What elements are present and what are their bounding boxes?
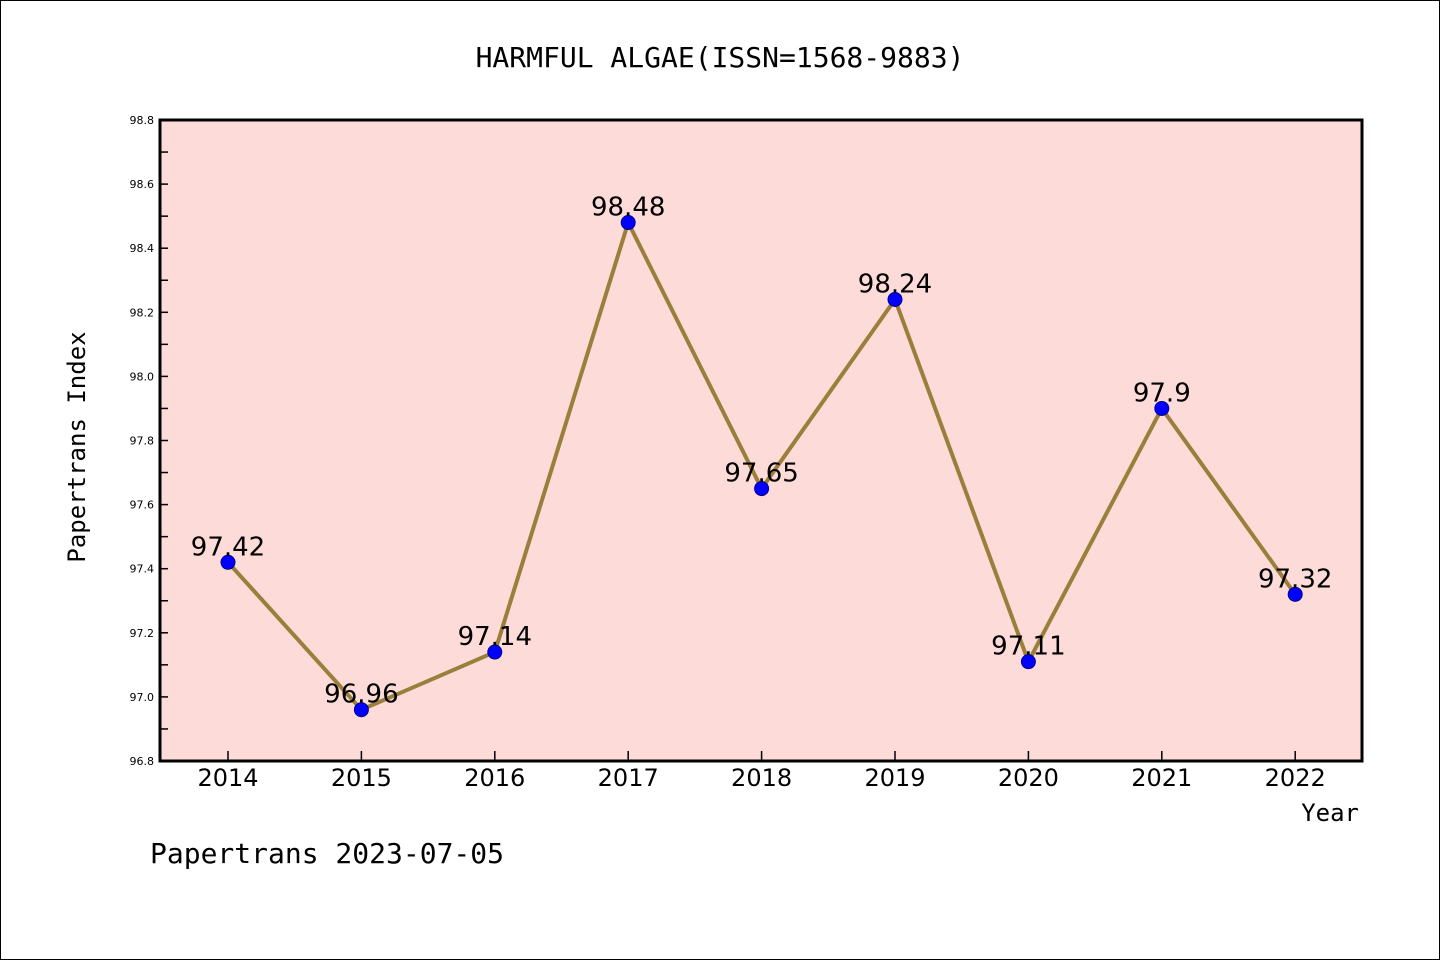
data-point [1154, 400, 1170, 416]
data-point [487, 644, 503, 660]
x-tick-label: 2017 [598, 764, 659, 792]
x-tick-label: 2018 [731, 764, 792, 792]
x-axis-ticks: 2014 2015 2016 2017 2018 2019 2020 2021 2022 [197, 751, 1326, 792]
y-tick-label: 97.8 [130, 435, 155, 448]
data-label: 97.42 [191, 532, 265, 562]
data-point [754, 481, 770, 497]
x-tick-label: 2022 [1265, 764, 1326, 792]
data-point [1287, 586, 1303, 602]
data-label: 98.24 [858, 269, 932, 299]
data-point [220, 554, 236, 570]
data-point [353, 702, 369, 718]
x-tick-label: 2021 [1131, 764, 1192, 792]
data-point [1020, 654, 1036, 670]
y-tick-label: 98.0 [130, 370, 155, 383]
y-tick-label: 98.4 [130, 242, 155, 255]
data-point [620, 215, 636, 231]
y-tick-label: 97.0 [130, 691, 155, 704]
y-axis-ticks: 96.8 97.0 97.2 97.4 97.6 97.8 98.0 98.2 98.4 98.6… [130, 114, 168, 768]
data-label: 97.14 [458, 622, 532, 652]
x-tick-label: 2020 [998, 764, 1059, 792]
data-label: 96.96 [324, 680, 398, 710]
x-axis-label: Year [1301, 799, 1359, 827]
y-tick-label: 97.6 [130, 499, 155, 512]
y-tick-label: 97.4 [130, 563, 155, 576]
data-label: 97.11 [991, 632, 1065, 662]
y-tick-label: 96.8 [130, 755, 155, 768]
plot-area [160, 120, 1362, 761]
footer-text: Papertrans 2023-07-05 [150, 837, 504, 870]
data-label: 98.48 [591, 193, 665, 223]
data-point [887, 291, 903, 307]
data-label: 97.32 [1258, 564, 1332, 594]
data-labels: 97.42 96.96 97.14 98.48 97.65 98.24 97.11 97.9 9… [191, 193, 1333, 710]
data-label: 97.9 [1133, 378, 1191, 408]
y-tick-label: 98.6 [130, 178, 155, 191]
data-markers [220, 215, 1303, 718]
x-tick-label: 2019 [864, 764, 925, 792]
y-tick-label: 98.2 [130, 306, 155, 319]
y-tick-label: 98.8 [130, 114, 155, 127]
chart-title: HARMFUL ALGAE(ISSN=1568-9883) [476, 41, 965, 74]
x-tick-label: 2015 [331, 764, 392, 792]
x-tick-label: 2014 [197, 764, 258, 792]
plot-frame [158, 118, 1364, 763]
y-axis-label: Papertrans Index [63, 331, 91, 562]
data-label: 97.65 [724, 459, 798, 489]
x-tick-label: 2016 [464, 764, 525, 792]
y-tick-label: 97.2 [130, 627, 155, 640]
